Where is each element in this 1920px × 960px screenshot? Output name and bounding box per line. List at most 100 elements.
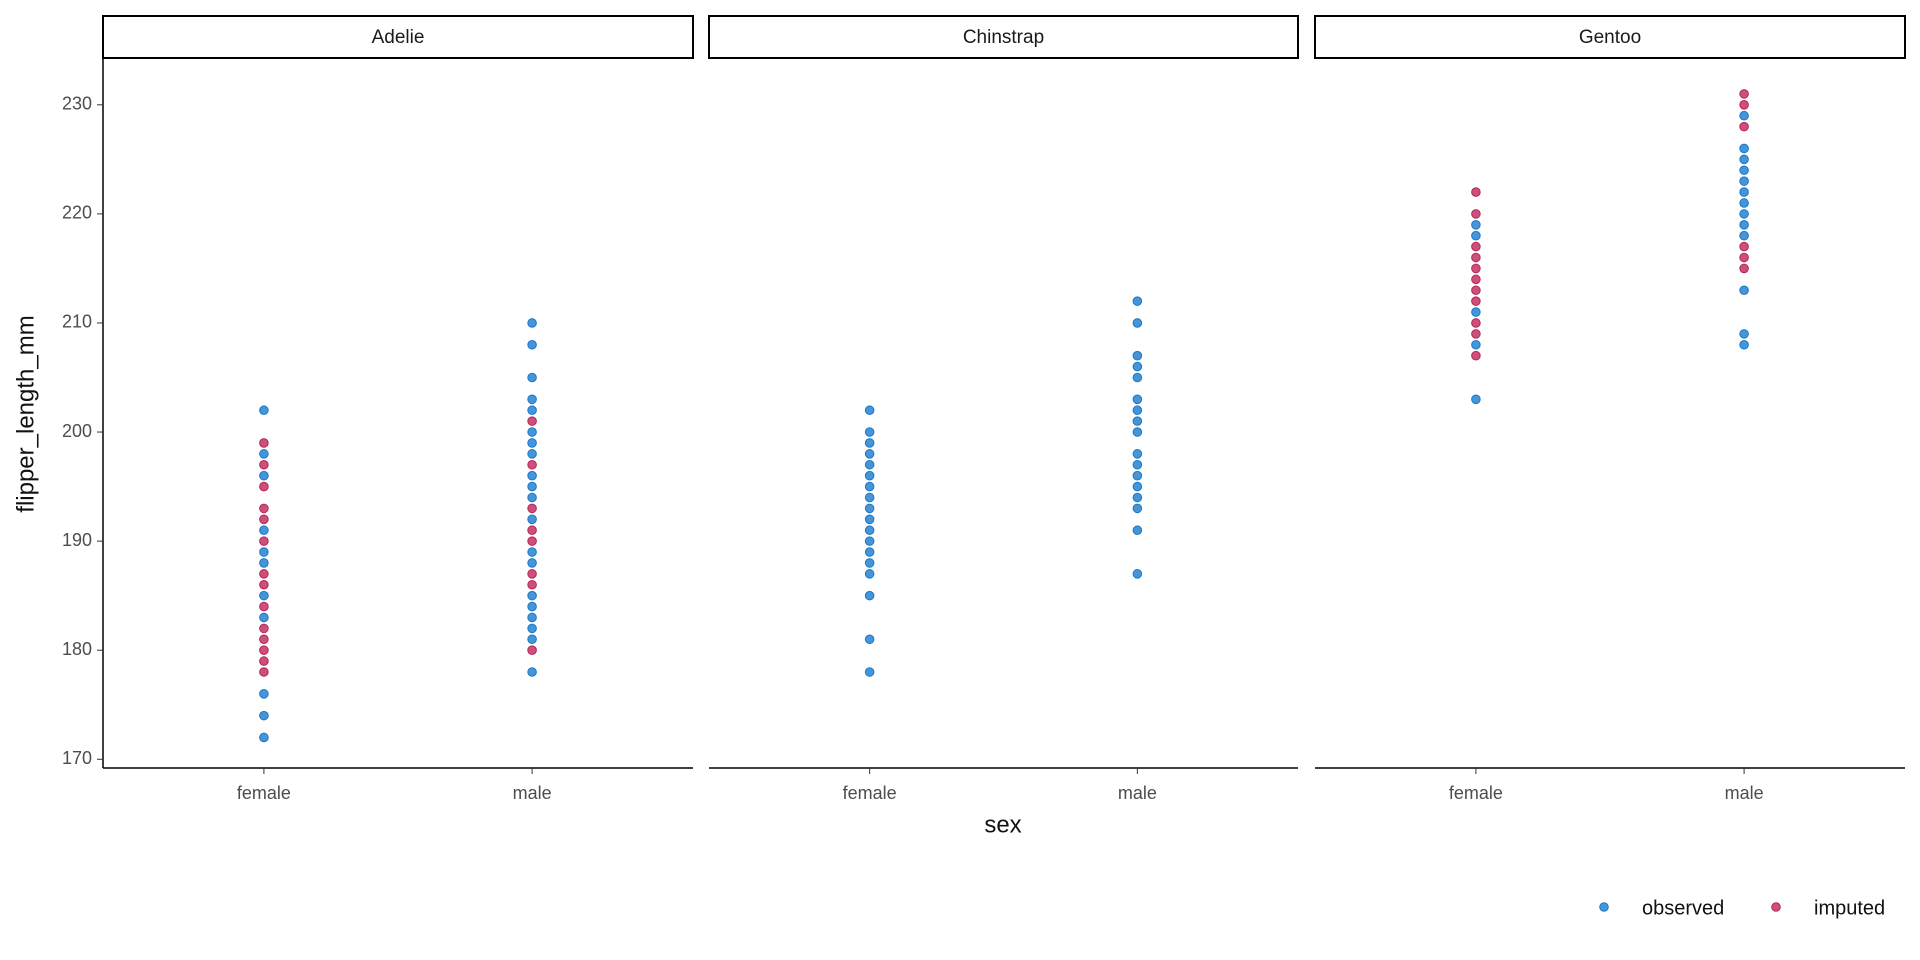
point	[259, 710, 269, 721]
y-tick-label: 180	[62, 639, 92, 659]
point	[1132, 318, 1143, 328]
point	[1739, 329, 1749, 339]
point	[864, 449, 875, 459]
point	[259, 470, 269, 481]
point	[1739, 209, 1749, 219]
point	[1132, 427, 1143, 437]
y-tick-label: 170	[62, 748, 92, 768]
point	[527, 536, 537, 546]
point	[527, 645, 537, 655]
point	[1132, 350, 1143, 361]
point	[864, 470, 875, 481]
point	[527, 492, 537, 503]
point	[1132, 394, 1143, 405]
point	[1739, 110, 1749, 121]
point	[1132, 569, 1143, 579]
point	[1739, 263, 1749, 274]
point	[1739, 339, 1749, 350]
point	[527, 394, 537, 405]
point	[259, 503, 269, 514]
facet-strip	[1314, 15, 1906, 59]
point	[864, 525, 875, 536]
point	[1739, 89, 1749, 99]
point	[527, 612, 537, 623]
point	[527, 438, 537, 448]
point	[864, 492, 875, 503]
point	[1132, 481, 1143, 492]
legend-label: observed	[1642, 897, 1724, 919]
point	[527, 405, 537, 416]
point	[527, 339, 537, 350]
point	[864, 634, 875, 645]
point	[1471, 394, 1481, 405]
y-tick-label: 210	[62, 312, 92, 332]
point	[864, 438, 875, 448]
point	[527, 449, 537, 459]
point	[527, 601, 537, 612]
point	[1739, 154, 1749, 165]
y-tick-label: 230	[62, 94, 92, 114]
point	[527, 427, 537, 437]
point	[1132, 372, 1143, 383]
point	[527, 514, 537, 525]
point	[1739, 176, 1749, 186]
point	[527, 525, 537, 536]
point	[259, 525, 269, 536]
point	[864, 503, 875, 514]
legend-marker	[1771, 902, 1781, 912]
point	[259, 612, 269, 623]
point	[1471, 230, 1481, 241]
point	[259, 732, 269, 743]
point	[259, 579, 269, 590]
point	[1132, 416, 1143, 426]
point	[527, 481, 537, 492]
point	[527, 416, 537, 426]
point	[527, 470, 537, 481]
point	[864, 667, 875, 677]
point	[259, 459, 269, 470]
point	[1471, 263, 1481, 274]
facet-strip	[708, 15, 1299, 59]
point	[259, 623, 269, 634]
facet-title: Chinstrap	[963, 27, 1044, 48]
point	[1471, 274, 1481, 285]
point	[1471, 285, 1481, 296]
point	[864, 514, 875, 525]
point	[527, 558, 537, 568]
point	[1132, 361, 1143, 372]
point	[1471, 318, 1481, 328]
point	[1471, 241, 1481, 252]
point	[527, 623, 537, 634]
point	[527, 569, 537, 579]
point	[1739, 241, 1749, 252]
point	[1471, 209, 1481, 219]
point	[864, 547, 875, 557]
point	[259, 645, 269, 655]
x-tick-label: male	[1725, 783, 1764, 803]
facet-title: Adelie	[372, 27, 425, 48]
point	[259, 438, 269, 448]
point	[527, 503, 537, 514]
point	[259, 481, 269, 492]
point	[1132, 503, 1143, 514]
point	[1132, 296, 1143, 306]
point	[527, 667, 537, 677]
legend-label: imputed	[1814, 897, 1885, 919]
y-tick-label: 190	[62, 530, 92, 550]
y-tick-label: 200	[62, 421, 92, 441]
point	[527, 590, 537, 601]
point	[1471, 187, 1481, 197]
point	[864, 459, 875, 470]
y-axis-title: flipper_length_mm	[12, 315, 39, 512]
point	[1739, 121, 1749, 132]
y-tick-label: 220	[62, 203, 92, 223]
point	[1739, 230, 1749, 241]
x-tick-label: male	[1118, 783, 1157, 803]
point	[527, 579, 537, 590]
point	[259, 449, 269, 459]
point	[1739, 285, 1749, 296]
point	[864, 536, 875, 546]
x-tick-label: female	[237, 783, 291, 803]
point	[1739, 187, 1749, 197]
